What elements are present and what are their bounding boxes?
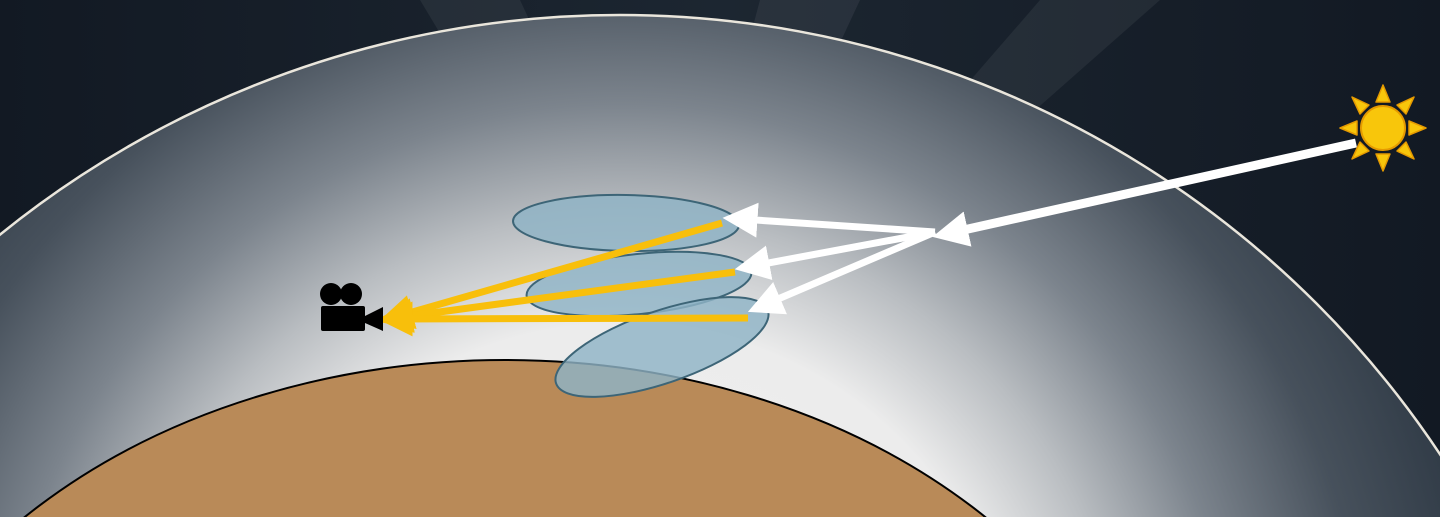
scattered-ray-upper — [378, 219, 723, 329]
scattered-ray-lower — [377, 301, 749, 337]
planet-surface — [23, 359, 987, 517]
split-rays — [722, 202, 937, 315]
split-ray-upper — [722, 202, 936, 238]
split-ray-lower — [747, 228, 937, 315]
incoming-sunlight-ray — [932, 138, 1357, 247]
sun-icon — [1339, 84, 1427, 172]
scattered-ray-middle — [377, 268, 736, 333]
scattered-rays — [377, 219, 749, 337]
movie-camera-icon — [320, 283, 383, 331]
split-ray-middle — [734, 228, 936, 281]
